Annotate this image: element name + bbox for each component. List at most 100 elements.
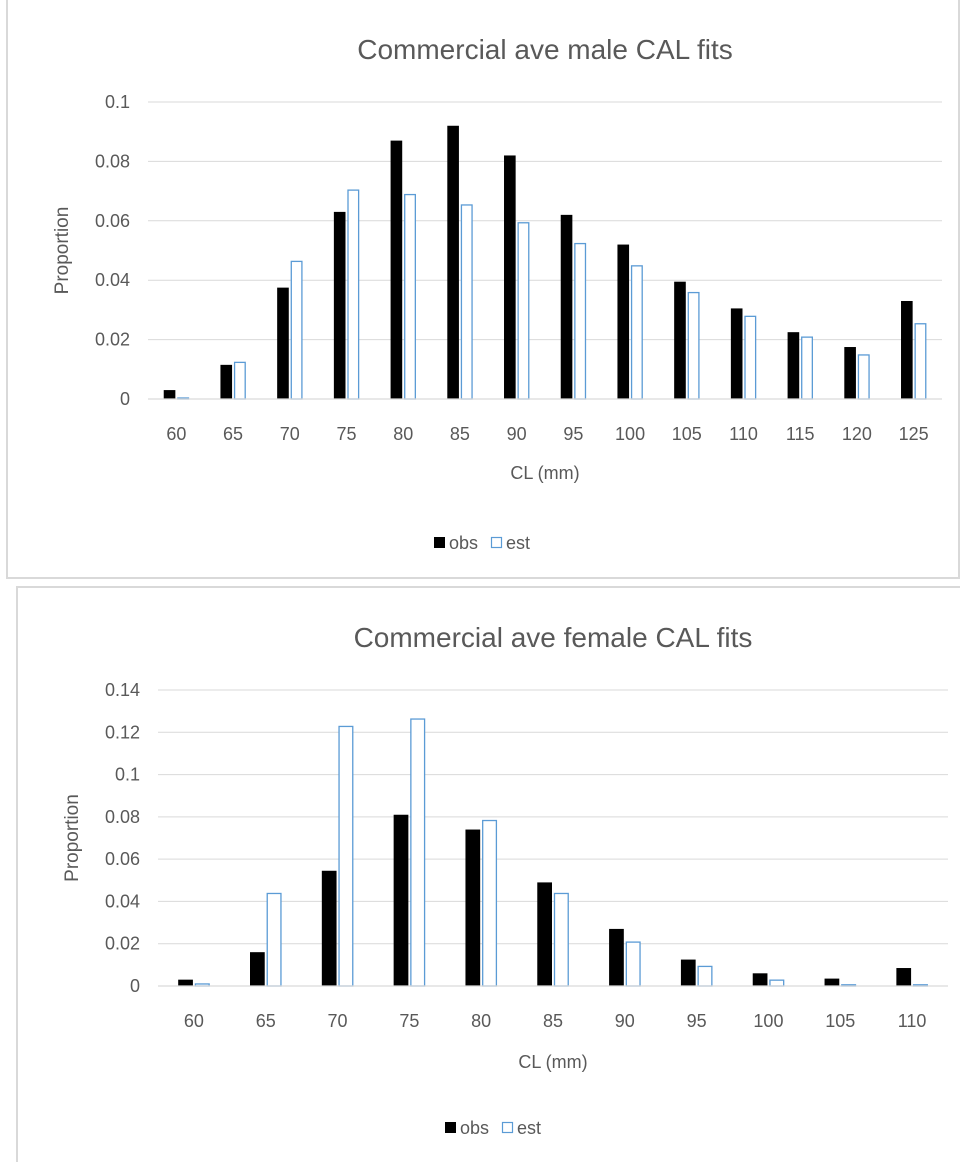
bar-est-75 [410,718,426,987]
bar-obs-120 [844,347,856,399]
legend-swatch-est [501,1121,514,1134]
bar-obs-95 [680,959,696,986]
bar-est-85 [553,892,569,987]
x-tick-label: 60 [166,424,186,444]
legend-label-est: est [517,1118,541,1138]
bar-est-85 [460,204,473,400]
bar-est-115 [801,336,813,400]
y-tick-label: 0.08 [95,151,130,171]
y-tick-label: 0.12 [105,722,140,742]
x-tick-label: 110 [898,1011,927,1031]
bar-obs-60 [178,979,193,986]
bar-obs-80 [390,140,403,400]
bar-obs-90 [609,928,624,986]
bar-est-90 [517,222,530,400]
bar-est-125 [914,323,927,400]
x-tick-label: 120 [842,424,872,444]
female-chart-panel: Commercial ave female CAL fits 0 0.02 0.04 0… [16,586,960,1162]
male-cal-chart: Commercial ave male CAL fits 0 0.02 0.04 0.0… [52,34,942,553]
x-tick-label: 95 [563,424,583,444]
bar-est-75 [347,189,360,400]
x-tick-label: 70 [280,424,300,444]
bar-est-70 [338,725,354,987]
bar-obs-70 [277,287,289,399]
x-tick-label: 105 [672,424,702,444]
bar-est-95 [697,965,713,987]
bar-est-70 [290,260,303,400]
y-tick-label: 0.04 [95,270,130,290]
chart-title: Commercial ave male CAL fits [357,34,733,65]
bar-est-100 [630,265,643,400]
chart-title: Commercial ave female CAL fits [354,622,753,653]
bar-obs-100 [752,973,768,986]
legend-label-obs: obs [460,1118,489,1138]
bar-obs-105 [674,281,686,399]
bar-est-65 [266,892,282,987]
bar-est-90 [625,941,641,987]
x-tick-label: 95 [687,1011,707,1031]
y-tick-label: 0.1 [105,92,130,112]
x-tick-label: 70 [328,1011,348,1031]
x-tick-label: 75 [336,424,356,444]
y-tick-label: 0.08 [105,807,140,827]
x-tick-label: 80 [393,424,413,444]
y-tick-label: 0.02 [105,934,140,954]
bar-est-65 [233,361,246,400]
x-tick-label: 65 [223,424,243,444]
y-tick-label: 0.06 [105,849,140,869]
bar-est-120 [857,354,870,400]
bar-obs-100 [617,244,630,399]
y-tick-label: 0.04 [105,891,140,911]
legend-swatch-obs [434,537,445,548]
bar-est-110 [744,315,757,400]
legend-label-est: est [506,533,530,553]
x-axis-title: CL (mm) [518,1052,587,1072]
x-tick-label: 60 [184,1011,204,1031]
legend-label-obs: obs [449,533,478,553]
x-tick-label: 75 [399,1011,419,1031]
y-tick-label: 0 [130,976,140,996]
bar-obs-65 [220,364,233,399]
y-tick-label: 0.1 [115,765,140,785]
bar-obs-110 [730,308,743,399]
bar-est-95 [574,242,587,400]
bar-est-105 [687,291,700,400]
bar-obs-105 [824,978,840,986]
bar-obs-90 [504,155,516,399]
x-tick-label: 85 [543,1011,563,1031]
x-tick-label: 115 [786,424,815,444]
bar-obs-75 [393,814,409,986]
bar-obs-65 [250,952,265,986]
x-tick-label: 85 [450,424,470,444]
x-tick-label: 100 [615,424,645,444]
x-tick-label: 65 [256,1011,276,1031]
x-tick-label: 80 [471,1011,491,1031]
bar-obs-70 [321,870,337,986]
bar-obs-125 [901,300,913,399]
x-tick-label: 125 [899,424,929,444]
bar-est-100 [769,979,785,987]
bar-obs-80 [465,829,481,986]
y-axis-title: Proportion [62,794,83,882]
bar-est-80 [482,819,498,987]
female-cal-chart: Commercial ave female CAL fits 0 0.02 0.04 0… [62,622,948,1138]
bar-obs-85 [447,125,459,399]
y-tick-label: 0 [120,389,130,409]
bar-obs-115 [787,332,800,399]
legend-swatch-obs [445,1122,456,1133]
y-axis-title: Proportion [52,207,73,295]
bar-obs-95 [560,214,573,399]
x-tick-label: 90 [615,1011,635,1031]
bar-obs-85 [537,882,552,986]
male-chart-panel: Commercial ave male CAL fits 0 0.02 0.04 0.0… [6,0,960,579]
x-tick-label: 90 [507,424,527,444]
x-tick-label: 100 [753,1011,783,1031]
y-tick-label: 0.02 [95,330,130,350]
bar-obs-75 [333,211,346,399]
x-axis-title: CL (mm) [510,463,579,483]
bar-est-80 [404,193,416,400]
x-tick-label: 110 [729,424,758,444]
bar-obs-110 [896,968,912,986]
legend-swatch-est [490,536,503,549]
y-tick-label: 0.06 [95,211,130,231]
